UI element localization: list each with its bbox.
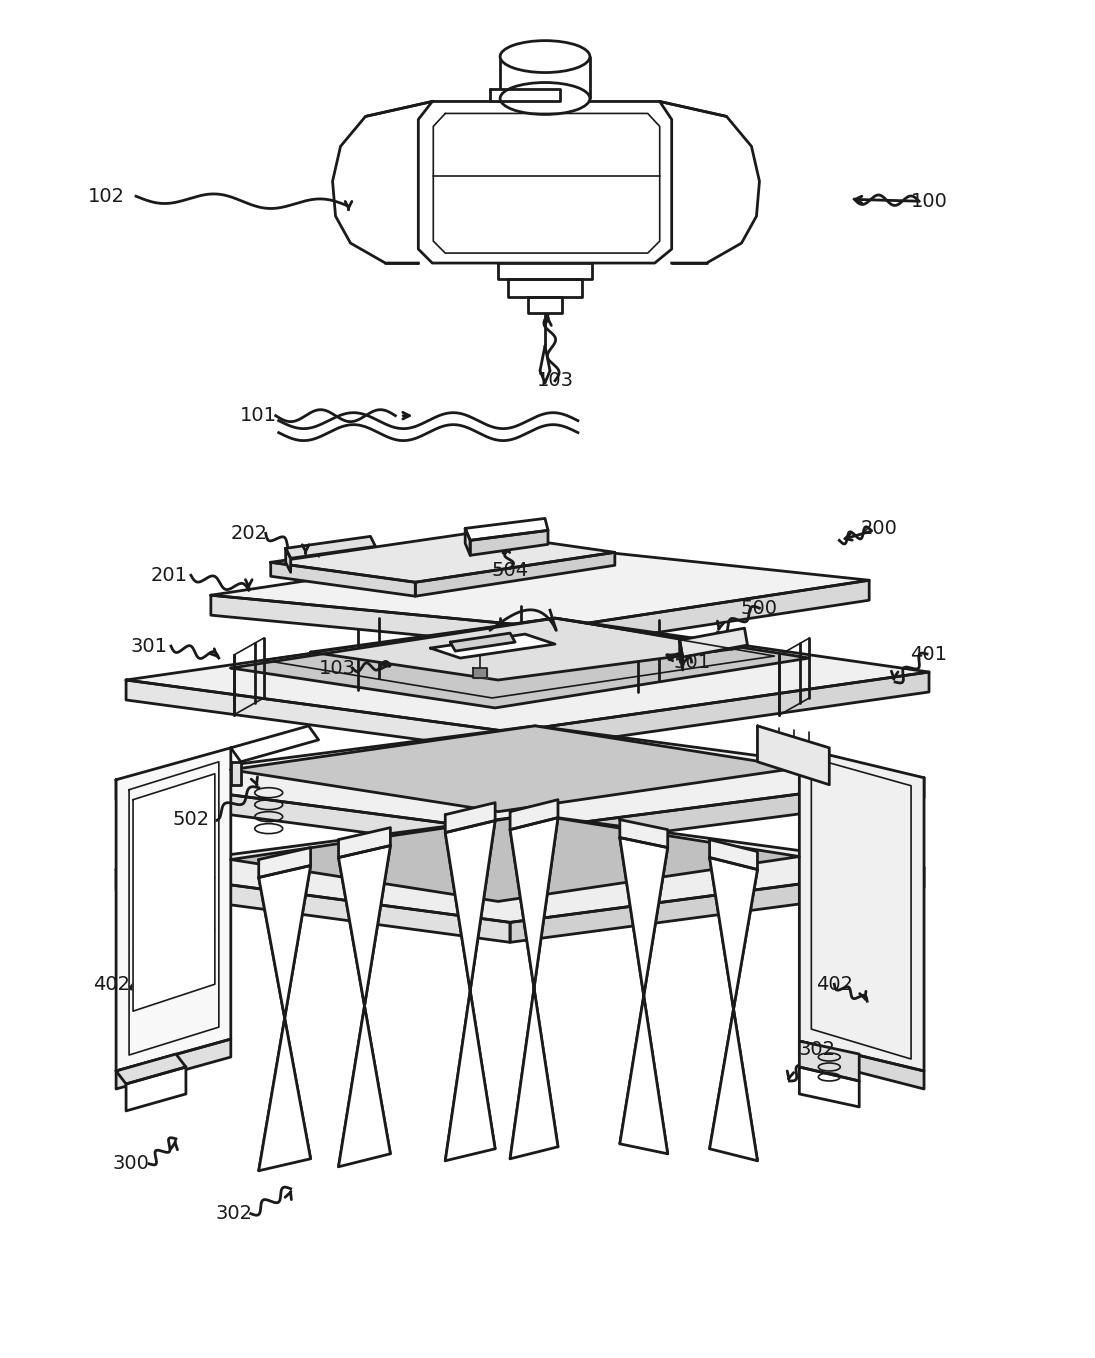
Text: 202: 202 [230,524,267,543]
Polygon shape [338,827,391,857]
Polygon shape [126,618,929,732]
Text: 501: 501 [673,653,711,672]
Polygon shape [116,1054,186,1084]
Polygon shape [116,815,924,922]
Polygon shape [211,595,555,648]
Polygon shape [680,629,748,657]
Polygon shape [510,800,558,830]
Polygon shape [510,818,558,1158]
Polygon shape [528,297,562,312]
Polygon shape [231,727,319,762]
Text: 200: 200 [861,519,898,538]
Text: 502: 502 [172,811,209,830]
Polygon shape [415,553,614,596]
Polygon shape [710,857,758,1161]
Polygon shape [134,774,215,1012]
Polygon shape [498,263,592,278]
Text: 102: 102 [88,187,125,205]
Ellipse shape [500,83,590,114]
Polygon shape [510,868,924,942]
Polygon shape [473,668,487,678]
Polygon shape [758,727,829,785]
Polygon shape [799,1042,860,1081]
Text: 504: 504 [492,561,529,580]
Text: 103: 103 [537,371,574,390]
Text: 401: 401 [911,645,947,664]
Polygon shape [510,778,924,851]
Text: 302: 302 [799,1040,835,1058]
Text: 201: 201 [150,566,187,585]
Polygon shape [418,102,671,263]
Polygon shape [450,633,515,650]
Text: 103: 103 [319,659,356,678]
Polygon shape [680,640,682,669]
Text: 302: 302 [216,1205,252,1224]
Polygon shape [116,779,510,851]
Polygon shape [231,618,809,708]
Polygon shape [799,1067,860,1107]
Polygon shape [799,1042,924,1089]
Ellipse shape [500,41,590,72]
Polygon shape [126,1067,186,1111]
Polygon shape [286,549,290,572]
Polygon shape [231,727,799,812]
Polygon shape [470,531,548,555]
Polygon shape [116,1039,231,1089]
Polygon shape [799,748,924,1071]
Text: 500: 500 [741,599,777,618]
Polygon shape [116,727,924,831]
Polygon shape [116,748,231,1071]
Polygon shape [258,847,311,877]
Text: 301: 301 [130,637,168,656]
Text: 101: 101 [240,406,277,425]
Polygon shape [258,865,311,1171]
Polygon shape [508,278,581,297]
Polygon shape [465,528,470,555]
Polygon shape [620,820,668,847]
Polygon shape [555,580,869,648]
Polygon shape [126,680,510,752]
Polygon shape [465,519,548,540]
Polygon shape [446,803,495,832]
Polygon shape [270,562,415,596]
Polygon shape [270,532,614,583]
Polygon shape [510,672,929,752]
Polygon shape [620,838,668,1154]
Text: 402: 402 [816,975,853,994]
Text: 300: 300 [113,1154,150,1173]
Polygon shape [430,634,555,659]
Polygon shape [211,546,869,629]
Polygon shape [446,820,495,1161]
Polygon shape [710,839,758,869]
Text: 100: 100 [911,191,947,210]
Polygon shape [338,846,391,1167]
Text: 402: 402 [93,975,129,994]
Polygon shape [116,869,510,942]
Polygon shape [311,618,739,680]
Polygon shape [231,815,799,902]
Polygon shape [231,762,241,785]
Polygon shape [491,90,560,102]
Polygon shape [286,536,376,558]
